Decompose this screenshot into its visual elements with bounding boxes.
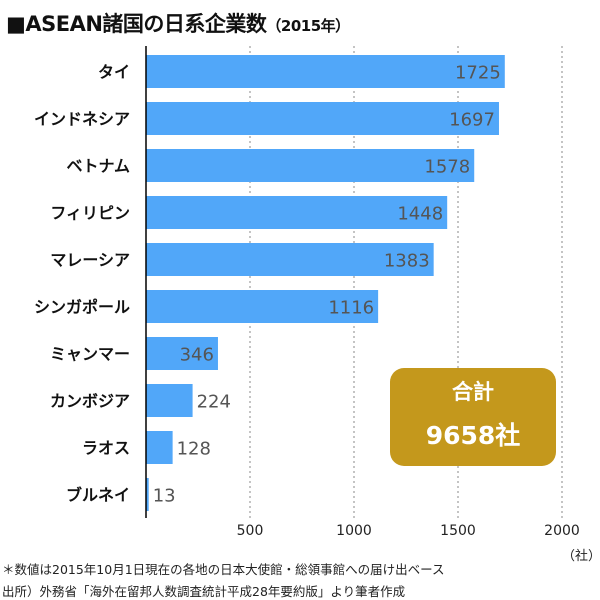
x-tick-label: 1500 bbox=[440, 523, 476, 539]
bar bbox=[146, 290, 379, 323]
bar bbox=[146, 55, 505, 88]
data-label: 1448 bbox=[397, 204, 443, 225]
category-label: ミャンマー bbox=[50, 345, 130, 364]
x-tick-label: 500 bbox=[237, 523, 264, 539]
bar bbox=[146, 431, 173, 464]
x-axis-unit: （社） bbox=[562, 549, 600, 564]
total-label: 合計 bbox=[452, 380, 494, 404]
category-label: フィリピン bbox=[50, 204, 130, 223]
data-label: 1697 bbox=[449, 110, 495, 131]
category-label: インドネシア bbox=[34, 110, 130, 129]
source-note: 出所）外務省「海外在留邦人数調査統計平成28年要約版」より筆者作成 bbox=[2, 584, 406, 599]
bar bbox=[146, 196, 448, 229]
bar bbox=[146, 337, 218, 370]
data-label: 1116 bbox=[328, 298, 374, 319]
category-label: シンガポール bbox=[34, 298, 130, 317]
category-label: タイ bbox=[98, 63, 130, 82]
data-label: 13 bbox=[153, 486, 176, 507]
category-label: ベトナム bbox=[66, 157, 130, 176]
data-label: 1725 bbox=[455, 63, 501, 84]
bar bbox=[146, 384, 193, 417]
bar bbox=[146, 149, 475, 182]
footnote: ＊数値は2015年10月1日現在の各地の日本大使館・総領事館への届け出ベース bbox=[2, 562, 445, 577]
bar bbox=[146, 102, 499, 135]
data-label: 1578 bbox=[424, 157, 470, 178]
data-label: 1383 bbox=[384, 251, 430, 272]
chart-title: ■ASEAN諸国の日系企業数（2015年） bbox=[6, 12, 350, 36]
data-label: 346 bbox=[180, 345, 214, 366]
x-tick-label: 2000 bbox=[544, 523, 580, 539]
x-tick-label: 1000 bbox=[336, 523, 372, 539]
category-label: マレーシア bbox=[50, 251, 130, 270]
total-value: 9658社 bbox=[425, 421, 521, 450]
data-label: 128 bbox=[177, 439, 211, 460]
bar bbox=[146, 478, 149, 511]
category-label: ブルネイ bbox=[66, 486, 130, 505]
total-box: 合計 9658社 bbox=[390, 368, 556, 466]
bar bbox=[146, 243, 434, 276]
data-label: 224 bbox=[197, 392, 231, 413]
category-label: カンボジア bbox=[50, 392, 130, 411]
category-label: ラオス bbox=[82, 439, 130, 458]
